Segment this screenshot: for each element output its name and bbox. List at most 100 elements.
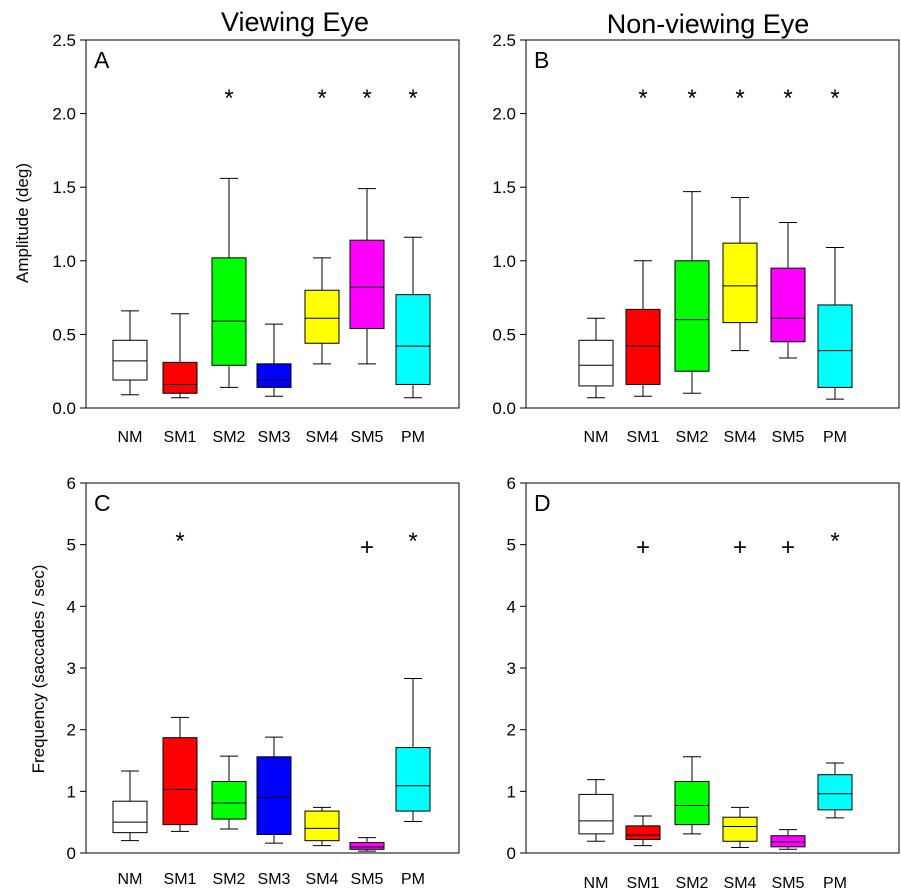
category-label: SM2 — [676, 875, 709, 892]
box-body — [817, 304, 853, 388]
panel-c: C 0 1 2 3 4 5 6 NM SM1 SM2 SM3 SM4 SM5 PM * + * — [67, 474, 460, 888]
category-label: PM — [401, 429, 425, 446]
category-label: SM5 — [351, 871, 384, 888]
box-sm5 — [349, 837, 385, 852]
title-viewing-eye: Viewing Eye — [221, 7, 369, 37]
y-tick-label: 1.0 — [492, 252, 516, 271]
box-sm1 — [625, 260, 661, 397]
y-tick-label: 0 — [507, 844, 516, 863]
significance-marker: * — [830, 528, 839, 555]
category-label: SM1 — [627, 875, 660, 892]
y-tick-label: 2.5 — [492, 31, 516, 50]
plot-frame — [85, 39, 460, 409]
y-tick-label: 0.0 — [492, 399, 516, 418]
y-tick-label: 6 — [507, 474, 516, 493]
category-label: SM4 — [724, 875, 757, 892]
significance-marker: * — [224, 85, 233, 112]
box-sm1 — [625, 815, 661, 847]
category-label: NM — [584, 429, 609, 446]
ylabel-amplitude: Amplitude (deg) — [13, 163, 32, 283]
box-sm4 — [304, 257, 340, 365]
y-tick-label: 0 — [67, 844, 76, 863]
ylabel-frequency: Frequency (saccades / sec) — [29, 565, 48, 774]
box-sm2 — [211, 177, 247, 388]
significance-marker: + — [733, 534, 747, 561]
panel-b: B 0.0 0.5 1.0 1.5 2.0 2.5 NM SM1 SM2 SM4 SM5 PM * * * * * — [492, 31, 900, 446]
significance-marker: * — [783, 85, 792, 112]
box-body — [625, 308, 661, 385]
y-tick-label: 0.5 — [52, 325, 76, 344]
significance-marker: * — [362, 85, 371, 112]
panel-letter: C — [94, 490, 111, 516]
box-body — [770, 835, 806, 848]
category-label: SM1 — [627, 429, 660, 446]
y-tick-label: 1 — [67, 782, 76, 801]
box-nm — [578, 779, 614, 842]
y-tick-label: 3 — [67, 659, 76, 678]
category-label: SM4 — [306, 429, 339, 446]
category-label: SM5 — [772, 875, 805, 892]
y-tick-label: 1.5 — [52, 178, 76, 197]
box-body — [770, 267, 806, 343]
significance-marker: + — [781, 534, 795, 561]
box-body — [211, 780, 247, 820]
box-sm4 — [304, 806, 340, 847]
box-body — [112, 800, 148, 834]
category-label: SM4 — [724, 429, 757, 446]
significance-marker: + — [636, 534, 650, 561]
category-label: NM — [118, 429, 143, 446]
box-body — [162, 361, 198, 394]
y-tick-label: 0.5 — [492, 325, 516, 344]
significance-marker: * — [175, 528, 184, 555]
box-body — [578, 339, 614, 387]
box-body — [304, 810, 340, 842]
y-tick-label: 5 — [507, 536, 516, 555]
y-tick-label: 2 — [67, 721, 76, 740]
box-nm — [112, 310, 148, 396]
box-body — [256, 756, 292, 835]
category-label: SM5 — [772, 429, 805, 446]
box-sm4 — [722, 197, 758, 352]
y-tick-label: 0.0 — [52, 399, 76, 418]
significance-marker: * — [735, 85, 744, 112]
significance-marker: * — [317, 85, 326, 112]
box-sm1 — [162, 313, 198, 399]
box-body — [674, 780, 710, 826]
significance-marker: + — [360, 534, 374, 561]
box-pm — [817, 762, 853, 819]
box-body — [211, 257, 247, 366]
category-label: SM4 — [306, 871, 339, 888]
box-sm5 — [770, 222, 806, 359]
panel-d: D 0 1 2 3 4 5 6 NM SM1 SM2 SM4 SM5 PM + + + * — [507, 474, 900, 892]
box-body — [162, 737, 198, 826]
box-sm3 — [256, 323, 292, 397]
box-sm2 — [211, 755, 247, 830]
y-tick-label: 2.5 — [52, 31, 76, 50]
y-tick-label: 1.0 — [52, 252, 76, 271]
category-label: SM1 — [164, 429, 197, 446]
panel-letter: D — [534, 490, 551, 516]
box-body — [112, 339, 148, 381]
y-tick-label: 1 — [507, 782, 516, 801]
box-body — [817, 774, 853, 811]
box-pm — [395, 677, 431, 823]
y-tick-label: 4 — [67, 597, 76, 616]
box-body — [674, 260, 710, 372]
significance-marker: * — [638, 85, 647, 112]
panel-a: A 0.0 0.5 1.0 1.5 2.0 2.5 NM SM1 SM2 SM3 SM4 SM5 PM * *… — [52, 31, 460, 446]
category-label: SM1 — [164, 871, 197, 888]
panel-letter: A — [94, 47, 110, 73]
box-body — [395, 747, 431, 812]
category-label: NM — [118, 871, 143, 888]
y-tick-label: 2 — [507, 721, 516, 740]
box-sm4 — [722, 806, 758, 848]
category-label: SM2 — [213, 429, 246, 446]
box-body — [578, 793, 614, 835]
category-label: SM3 — [258, 429, 291, 446]
category-label: PM — [401, 871, 425, 888]
significance-marker: * — [830, 85, 839, 112]
box-sm1 — [162, 716, 198, 832]
box-body — [722, 816, 758, 842]
category-label: SM2 — [213, 871, 246, 888]
plot-frame — [525, 39, 900, 409]
